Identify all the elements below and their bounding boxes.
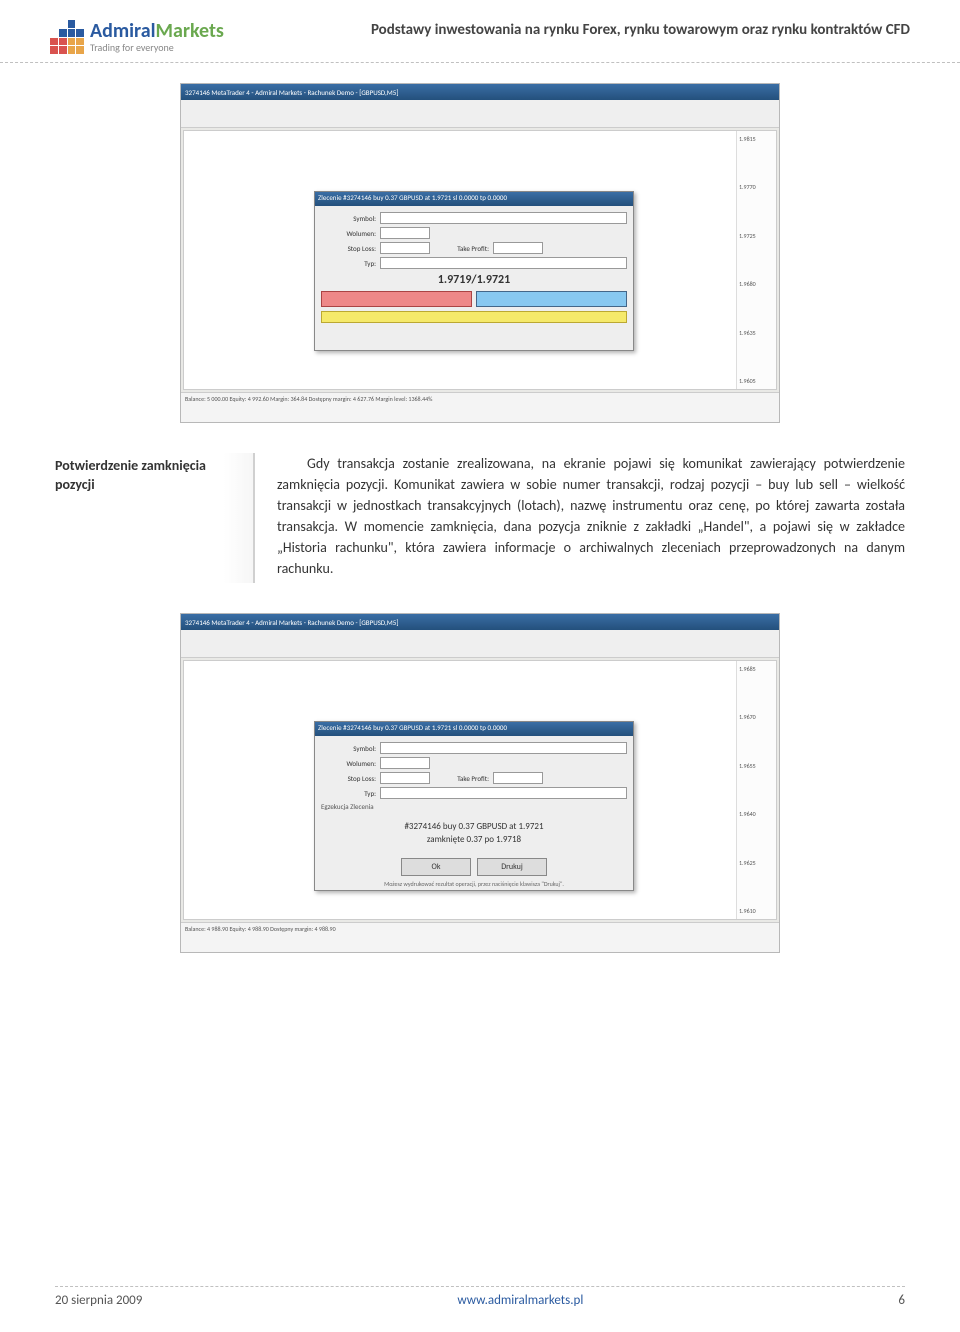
ok-button[interactable]: Ok bbox=[401, 858, 471, 876]
toolbar bbox=[181, 100, 779, 128]
page-content: 3274146 MetaTrader 4 - Admiral Markets -… bbox=[0, 63, 960, 953]
tp-field[interactable] bbox=[493, 772, 543, 784]
price-axis: 1.9815 1.9770 1.9725 1.9680 1.9635 1.960… bbox=[736, 131, 776, 389]
buy-button[interactable] bbox=[476, 291, 627, 307]
brand-tagline: Trading for everyone bbox=[90, 43, 224, 53]
print-button[interactable]: Drukuj bbox=[477, 858, 547, 876]
confirm-line1: #3274146 buy 0.37 GBPUSD at 1.9721 bbox=[321, 821, 627, 834]
section: Potwierdzenie zamknięcia pozycji Gdy tra… bbox=[55, 453, 905, 583]
footer-date: 20 sierpnia 2009 bbox=[55, 1293, 142, 1308]
logo: AdmiralMarkets Trading for everyone bbox=[50, 20, 224, 54]
type-field[interactable] bbox=[380, 257, 627, 269]
brand-part1: Admiral bbox=[90, 19, 156, 43]
type-field bbox=[380, 787, 627, 799]
symbol-field[interactable] bbox=[380, 212, 627, 224]
volume-field[interactable] bbox=[380, 757, 430, 769]
page-header: AdmiralMarkets Trading for everyone Pods… bbox=[0, 0, 960, 63]
section-paragraph: Gdy transakcja zostanie zrealizowana, na… bbox=[277, 453, 905, 579]
price-axis: 1.9685 1.9670 1.9655 1.9640 1.9625 1.961… bbox=[736, 661, 776, 919]
print-hint: Możesz wydrukować rezultat operacji, prz… bbox=[321, 880, 627, 888]
terminal-panel: Balance: 4 988.90 Equity: 4 988.90 Dostę… bbox=[181, 922, 779, 952]
screenshot-trade-dialog: 3274146 MetaTrader 4 - Admiral Markets -… bbox=[180, 83, 780, 423]
document-title: Podstawy inwestowania na rynku Forex, ry… bbox=[371, 20, 910, 40]
sl-field[interactable] bbox=[380, 772, 430, 784]
order-dialog: Zlecenie #3274146 buy 0.37 GBPUSD at 1.9… bbox=[314, 721, 634, 891]
window-title: 3274146 MetaTrader 4 - Admiral Markets -… bbox=[185, 88, 398, 97]
toolbar bbox=[181, 630, 779, 658]
order-dialog: Zlecenie #3274146 buy 0.37 GBPUSD at 1.9… bbox=[314, 191, 634, 351]
chart-area: 1.9685 1.9670 1.9655 1.9640 1.9625 1.961… bbox=[183, 660, 777, 920]
dialog-title: Zlecenie #3274146 buy 0.37 GBPUSD at 1.9… bbox=[315, 192, 633, 206]
brand-part2: Markets bbox=[156, 19, 224, 43]
terminal-panel: Balance: 5 000.00 Equity: 4 992.60 Margi… bbox=[181, 392, 779, 422]
sl-field[interactable] bbox=[380, 242, 430, 254]
close-order-button[interactable] bbox=[321, 311, 627, 323]
logo-icon bbox=[50, 20, 84, 54]
symbol-field[interactable] bbox=[380, 742, 627, 754]
dialog-title: Zlecenie #3274146 buy 0.37 GBPUSD at 1.9… bbox=[315, 722, 633, 736]
volume-field[interactable] bbox=[380, 227, 430, 239]
window-title: 3274146 MetaTrader 4 - Admiral Markets -… bbox=[185, 618, 398, 627]
screenshot-close-confirm: 3274146 MetaTrader 4 - Admiral Markets -… bbox=[180, 613, 780, 953]
page-number: 6 bbox=[898, 1293, 905, 1308]
confirm-line2: zamknięte 0.37 po 1.9718 bbox=[321, 834, 627, 847]
section-body: Gdy transakcja zostanie zrealizowana, na… bbox=[277, 453, 905, 583]
footer-url[interactable]: www.admiralmarkets.pl bbox=[142, 1293, 898, 1308]
tp-field[interactable] bbox=[493, 242, 543, 254]
price-quote: 1.9719/1.9721 bbox=[321, 273, 627, 287]
sell-button[interactable] bbox=[321, 291, 472, 307]
page-footer: 20 sierpnia 2009 www.admiralmarkets.pl 6 bbox=[55, 1286, 905, 1308]
section-heading: Potwierdzenie zamknięcia pozycji bbox=[55, 457, 245, 495]
chart-area: 1.9815 1.9770 1.9725 1.9680 1.9635 1.960… bbox=[183, 130, 777, 390]
